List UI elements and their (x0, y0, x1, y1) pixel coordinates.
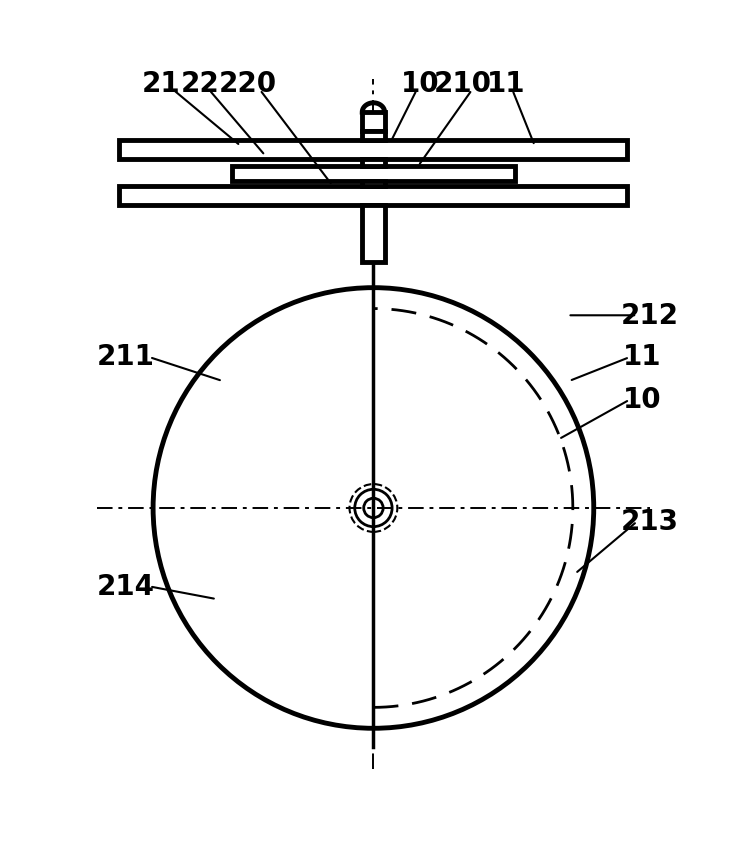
Bar (119, 187, 627, 205)
Text: 22: 22 (181, 70, 219, 98)
Text: 210: 210 (433, 70, 492, 98)
Text: 11: 11 (622, 343, 661, 371)
Text: 213: 213 (620, 508, 678, 536)
Bar (362, 112, 384, 131)
Bar (362, 131, 384, 141)
Text: 214: 214 (96, 573, 154, 601)
Text: 10: 10 (622, 386, 661, 414)
Text: 21: 21 (141, 70, 180, 98)
Text: 11: 11 (486, 70, 525, 98)
Bar (231, 166, 515, 181)
Text: 220: 220 (219, 70, 277, 98)
Bar (362, 159, 384, 166)
Text: 211: 211 (96, 343, 154, 371)
Text: 212: 212 (620, 302, 678, 330)
Bar (119, 141, 627, 159)
Bar (362, 205, 384, 262)
Text: 10: 10 (401, 70, 439, 98)
Bar (362, 181, 384, 187)
